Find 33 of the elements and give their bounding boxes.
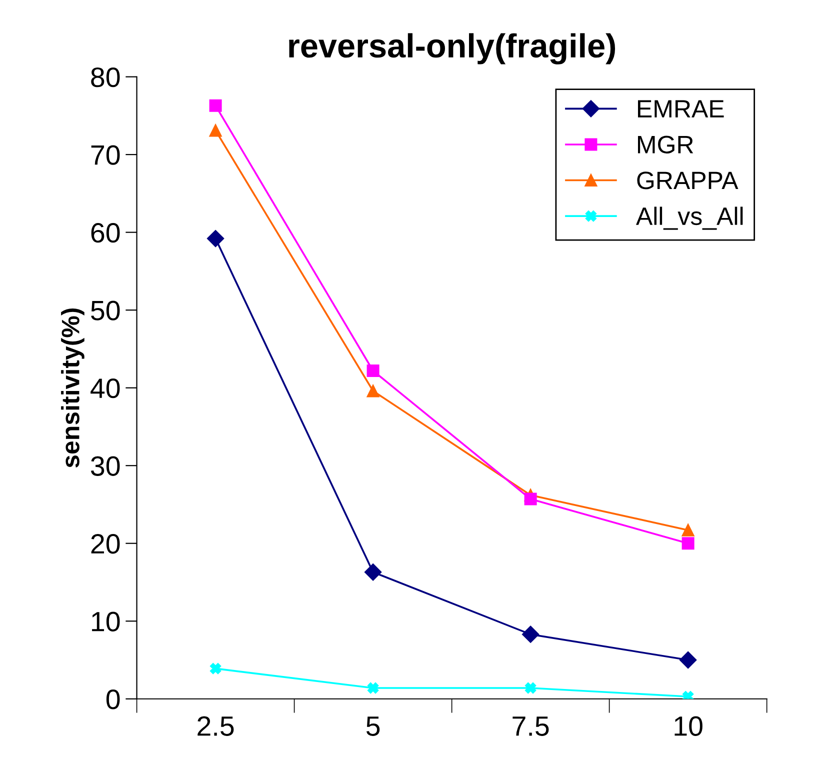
legend-label: GRAPPA — [637, 172, 738, 190]
legend-label: MGR — [638, 136, 694, 154]
point — [522, 626, 540, 643]
point — [366, 384, 380, 398]
legend-label: All_vs_All — [636, 206, 743, 230]
point — [209, 124, 222, 137]
y-tick-label: 80 — [91, 67, 120, 88]
y-tick-label: 30 — [90, 456, 120, 476]
point — [209, 99, 222, 112]
point — [210, 663, 222, 674]
chart-title: reversal-only(fragile) — [289, 33, 616, 64]
x-tick-label: 7.5 — [512, 716, 549, 736]
y-tick-label: 40 — [90, 378, 120, 398]
y-tick-label: 0 — [106, 690, 120, 710]
y-axis-title: sensitivity(%) — [61, 308, 84, 468]
legend-label: EMRAE — [638, 100, 724, 118]
point — [524, 492, 537, 506]
point — [366, 364, 380, 377]
y-tick-label: 10 — [92, 612, 120, 632]
x-tick-label: 2.5 — [198, 716, 234, 736]
point — [682, 537, 694, 550]
x-tick-label: 10 — [674, 716, 702, 736]
point — [364, 564, 382, 581]
point — [525, 682, 536, 694]
y-tick-label: 60 — [91, 222, 120, 243]
point — [367, 682, 379, 694]
point — [682, 524, 694, 536]
y-tick-label: 70 — [91, 145, 120, 165]
point — [680, 651, 697, 669]
x-tick-label: 5 — [366, 716, 380, 736]
point — [206, 230, 224, 248]
y-tick-label: 50 — [91, 300, 120, 320]
y-tick-label: 20 — [91, 534, 120, 554]
